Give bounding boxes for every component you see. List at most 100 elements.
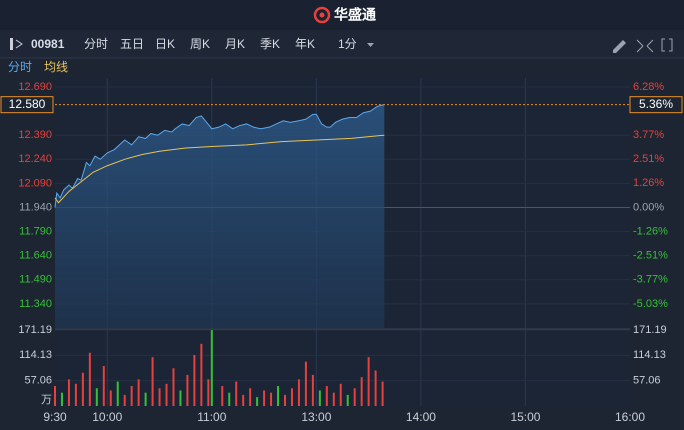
y2-tick-label: 6.28%	[633, 81, 664, 93]
volume-bar	[172, 368, 175, 406]
tab[interactable]: 五日	[120, 37, 144, 51]
volume-bar	[81, 372, 84, 406]
toolbar	[0, 30, 684, 58]
volume-bar	[249, 388, 252, 406]
x-tick-label: 14:00	[406, 410, 436, 424]
volume-bar	[228, 392, 231, 406]
volume-bar	[102, 366, 105, 406]
volume-bar	[221, 386, 224, 406]
volume-bar	[346, 394, 349, 406]
y2-tick-label: -5.03%	[633, 298, 668, 310]
volume-bar	[130, 386, 133, 406]
tab[interactable]: 分时	[84, 37, 108, 51]
volume-bar	[339, 383, 342, 406]
last-price-box	[0, 96, 54, 114]
y-tick-label: 12.690	[18, 81, 52, 93]
tab[interactable]: 周K	[190, 37, 210, 51]
header-bar	[0, 0, 684, 30]
volume-bar	[67, 379, 70, 406]
y-tick-label: 11.340	[19, 298, 52, 310]
volume-bar	[109, 390, 112, 406]
volume-bar	[144, 392, 147, 406]
x-tick-label: 15:00	[510, 410, 540, 424]
volume-bar	[123, 394, 126, 406]
volume-bar	[116, 381, 119, 406]
volume-bar	[284, 394, 286, 406]
collapse-icon[interactable]	[10, 38, 23, 50]
volume-bar	[318, 390, 321, 406]
volume-bar	[242, 394, 245, 406]
y-tick-label: 11.940	[19, 201, 52, 213]
volume-unit: 万	[41, 394, 52, 406]
volume-bar	[297, 379, 300, 406]
y2-tick-label: 0.00%	[633, 201, 664, 213]
volume-bar	[263, 390, 266, 406]
x-tick-label: 16:00	[615, 410, 645, 424]
volume-bar	[381, 381, 384, 406]
y-tick-label: 12.390	[18, 129, 52, 141]
volume-tick-label: 114.13	[19, 349, 52, 361]
volume-bar	[137, 379, 140, 406]
y-tick-label: 11.640	[19, 250, 52, 262]
y-tick-label: 12.240	[18, 153, 52, 165]
tab[interactable]: 年K	[295, 37, 315, 51]
volume-bar	[290, 388, 293, 406]
x-tick-label: 10:00	[92, 410, 122, 424]
tab[interactable]: 日K	[155, 37, 175, 51]
y2-tick-label: -2.51%	[633, 250, 668, 262]
y2-tick-label: 1.26%	[633, 177, 664, 189]
volume-bar	[304, 361, 307, 406]
volume-bar	[353, 388, 356, 406]
volume-bar	[210, 330, 213, 406]
price-area	[55, 104, 385, 328]
y-tick-label: 11.790	[19, 226, 52, 238]
volume-bar	[270, 392, 273, 406]
expand-icon[interactable]	[661, 38, 673, 52]
period-select[interactable]: 1分	[338, 37, 357, 51]
y2-tick-label: 3.77%	[633, 129, 664, 141]
last-price-label: 12.580	[9, 97, 46, 111]
tab[interactable]: 季K	[260, 37, 280, 51]
volume-tick-label: 171.19	[633, 324, 667, 336]
x-tick-label: 9:30	[43, 410, 67, 424]
draw-icon[interactable]	[613, 40, 626, 53]
last-change-label: 5.36%	[639, 97, 673, 111]
volume-bar	[332, 392, 335, 406]
y2-tick-label: 2.51%	[633, 153, 664, 165]
last-change-box	[629, 96, 683, 114]
volume-tick-label: 114.13	[633, 349, 666, 361]
stock-code: 00981	[31, 37, 65, 51]
price-line	[54, 134, 385, 204]
logo-icon	[313, 6, 331, 24]
volume-bar	[74, 383, 77, 406]
volume-bar	[374, 370, 377, 406]
volume-bar	[367, 357, 370, 406]
logo-text: 华盛通	[334, 7, 376, 23]
y2-tick-label: -1.26%	[633, 226, 668, 238]
volume-bar	[88, 352, 91, 406]
legend-entry: 分时	[8, 60, 32, 74]
volume-bar	[193, 354, 196, 406]
volume-bar	[186, 374, 189, 406]
volume-bar	[207, 379, 210, 406]
volume-bar	[200, 343, 203, 406]
volume-bar	[311, 374, 314, 406]
price-line	[54, 104, 385, 208]
dropdown-arrow[interactable]	[367, 43, 374, 47]
volume-bar	[277, 386, 280, 406]
volume-bar	[165, 383, 168, 406]
volume-bar	[54, 386, 56, 406]
volume-tick-label: 57.06	[24, 375, 52, 387]
tab[interactable]: 月K	[225, 37, 245, 51]
fullscreen-icon[interactable]	[636, 39, 654, 53]
volume-bar	[151, 357, 154, 406]
y2-tick-label: -3.77%	[633, 274, 668, 286]
volume-bar	[179, 390, 182, 406]
volume-bar	[158, 388, 161, 406]
legend-entry: 均线	[44, 60, 68, 74]
volume-bar	[95, 388, 98, 406]
volume-bar	[235, 381, 238, 406]
volume-bar	[325, 386, 328, 406]
x-tick-label: 11:00	[197, 410, 226, 424]
